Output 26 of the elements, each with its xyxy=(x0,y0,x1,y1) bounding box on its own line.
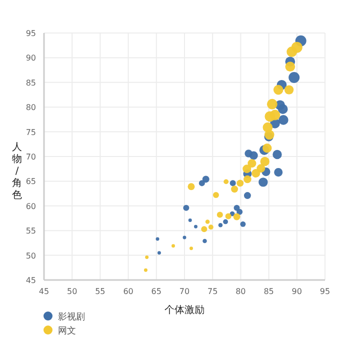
x-tick-label: 45 xyxy=(38,287,50,296)
y-tick-label: 70 xyxy=(26,152,36,162)
y-tick-label: 60 xyxy=(26,202,36,211)
y-tick-label: 45 xyxy=(26,276,36,285)
y-axis-title: 人物/角色 xyxy=(12,142,22,201)
y-tick-label: 75 xyxy=(26,128,36,137)
x-tick-label: 85 xyxy=(264,287,274,296)
legend-label: 网文 xyxy=(58,326,76,336)
y-tick-label: 65 xyxy=(26,177,36,186)
x-tick-label: 75 xyxy=(208,287,218,296)
y-tick-label: 95 xyxy=(26,29,36,38)
y-tick-label: 85 xyxy=(26,78,36,88)
x-tick-label: 65 xyxy=(151,287,162,296)
legend-label: 影视剧 xyxy=(58,312,85,322)
x-axis-title: 个体激励 xyxy=(164,304,204,316)
x-tick-label: 90 xyxy=(292,287,302,296)
x-tick-label: 60 xyxy=(123,287,134,296)
x-tick-label: 50 xyxy=(67,287,78,296)
y-tick-label: 50 xyxy=(26,251,36,260)
x-tick-label: 80 xyxy=(236,287,246,296)
y-tick-label: 90 xyxy=(26,54,36,63)
y-tick-label: 55 xyxy=(26,226,36,236)
x-tick-label: 70 xyxy=(179,287,190,296)
y-tick-label: 80 xyxy=(26,103,36,112)
x-tick-label: 95 xyxy=(320,287,330,296)
x-tick-label: 55 xyxy=(95,287,106,296)
